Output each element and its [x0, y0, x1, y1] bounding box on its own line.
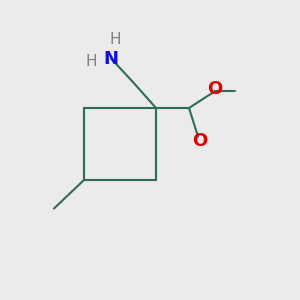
Text: H: H: [110, 32, 121, 46]
Text: O: O: [192, 132, 207, 150]
Text: H: H: [86, 54, 97, 69]
Text: O: O: [207, 80, 222, 98]
Text: N: N: [103, 50, 118, 68]
